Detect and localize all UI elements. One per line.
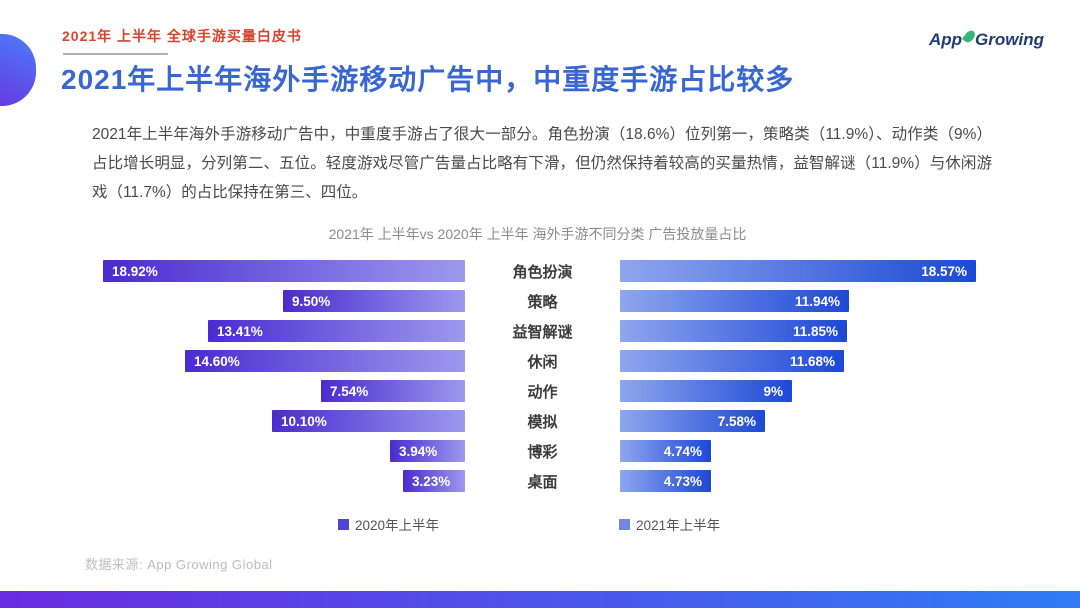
bar-2021: 11.94% — [620, 290, 849, 312]
category-label: 博彩 — [527, 443, 558, 461]
chart-title: 2021年 上半年vs 2020年 上半年 海外手游不同分类 广告投放量占比 — [328, 226, 747, 242]
legend-item-2020: 2020年上半年 — [338, 514, 439, 534]
bar-value-label-2021: 18.57% — [921, 263, 967, 279]
category-label: 休闲 — [527, 353, 558, 371]
bar-2020: 7.54% — [321, 380, 465, 402]
left-bar-zone: 14.60% — [80, 350, 465, 372]
bar-value-label-2020: 18.92% — [112, 263, 158, 279]
right-bar-zone: 4.73% — [620, 470, 995, 492]
chart-row: 18.92% 角色扮演 18.57% — [80, 260, 995, 282]
left-bar-zone: 3.23% — [80, 470, 465, 492]
chart-row: 13.41% 益智解谜 11.85% — [80, 320, 995, 342]
category-label: 模拟 — [527, 413, 558, 431]
category-label: 角色扮演 — [512, 263, 573, 281]
bar-value-label-2020: 13.41% — [217, 323, 263, 339]
bar-value-label-2021: 11.94% — [794, 293, 840, 309]
bar-value-label-2020: 7.54% — [330, 383, 369, 399]
category-label: 桌面 — [527, 473, 558, 491]
bottom-accent-bar — [0, 591, 1080, 608]
chart-row: 3.23% 桌面 4.73% — [80, 470, 995, 492]
right-bar-zone: 9% — [620, 380, 995, 402]
chart-row: 7.54% 动作 9% — [80, 380, 995, 402]
right-bar-zone: 18.57% — [620, 260, 995, 282]
bar-2021: 18.57% — [620, 260, 976, 282]
bar-2020: 18.92% — [103, 260, 465, 282]
left-bar-zone: 3.94% — [80, 440, 465, 462]
data-source: 数据来源: App Growing Global — [85, 557, 273, 572]
bar-2020: 14.60% — [185, 350, 465, 372]
page-title: 2021年上半年海外手游移动广告中，中重度手游占比较多 — [61, 64, 795, 95]
summary-paragraph: 2021年上半年海外手游移动广告中，中重度手游占了很大一部分。角色扮演（18.6… — [92, 126, 992, 201]
bar-value-label-2020: 3.94% — [399, 443, 438, 459]
legend-label-2020: 2020年上半年 — [355, 518, 440, 533]
left-bar-zone: 9.50% — [80, 290, 465, 312]
legend-swatch-2020 — [338, 518, 349, 530]
category-label: 益智解谜 — [512, 323, 573, 341]
bar-2020: 3.94% — [390, 440, 465, 462]
chart-legend: 2020年上半年 2021年上半年 — [80, 514, 995, 534]
right-bar-zone: 11.85% — [620, 320, 995, 342]
chart-row: 3.94% 博彩 4.74% — [80, 440, 995, 462]
chart-row: 9.50% 策略 11.94% — [80, 290, 995, 312]
report-eyebrow: 2021年 上半年 全球手游买量白皮书 — [62, 28, 302, 44]
bar-value-label-2020: 10.10% — [281, 413, 327, 429]
bar-2020: 10.10% — [272, 410, 465, 432]
bar-2021: 4.74% — [620, 440, 711, 462]
bar-2021: 9% — [620, 380, 792, 402]
right-bar-zone: 4.74% — [620, 440, 995, 462]
left-bar-zone: 7.54% — [80, 380, 465, 402]
legend-swatch-2021 — [619, 518, 631, 530]
right-bar-zone: 11.68% — [620, 350, 995, 372]
bar-value-label-2020: 9.50% — [292, 293, 331, 309]
bar-2021: 11.85% — [620, 320, 847, 342]
app-growing-logo: App Growing — [929, 28, 1044, 50]
chart-row: 10.10% 模拟 7.58% — [80, 410, 995, 432]
bar-2021: 4.73% — [620, 470, 711, 492]
category-label: 动作 — [527, 383, 558, 401]
bar-value-label-2021: 11.68% — [789, 353, 835, 369]
bar-value-label-2021: 9% — [763, 383, 783, 399]
bar-value-label-2021: 4.74% — [663, 443, 702, 459]
bar-value-label-2020: 3.23% — [412, 473, 451, 489]
left-bar-zone: 18.92% — [80, 260, 465, 282]
bar-value-label-2020: 14.60% — [194, 353, 240, 369]
bar-2020: 13.41% — [208, 320, 465, 342]
left-bar-zone: 13.41% — [80, 320, 465, 342]
decorative-blob — [0, 34, 36, 106]
category-label: 策略 — [527, 293, 558, 311]
bar-2021: 11.68% — [620, 350, 844, 372]
legend-label-2021: 2021年上半年 — [636, 518, 721, 533]
eyebrow-underline — [63, 53, 168, 55]
right-bar-zone: 7.58% — [620, 410, 995, 432]
bar-2020: 3.23% — [403, 470, 465, 492]
logo-growing-text: Growing — [975, 30, 1044, 49]
tornado-bar-chart: 2021年 上半年vs 2020年 上半年 海外手游不同分类 广告投放量占比 1… — [80, 224, 995, 534]
bar-value-label-2021: 11.85% — [792, 323, 838, 339]
chart-rows: 18.92% 角色扮演 18.57% 9.50% 策略 11.94% 13.41% 益智解谜 1… — [80, 260, 995, 492]
bar-2021: 7.58% — [620, 410, 765, 432]
chart-row: 14.60% 休闲 11.68% — [80, 350, 995, 372]
left-bar-zone: 10.10% — [80, 410, 465, 432]
bar-value-label-2021: 7.58% — [717, 413, 756, 429]
logo-app-text: App — [929, 30, 963, 49]
bar-2020: 9.50% — [283, 290, 465, 312]
legend-item-2021: 2021年上半年 — [619, 514, 720, 534]
bar-value-label-2021: 4.73% — [663, 473, 702, 489]
right-bar-zone: 11.94% — [620, 290, 995, 312]
